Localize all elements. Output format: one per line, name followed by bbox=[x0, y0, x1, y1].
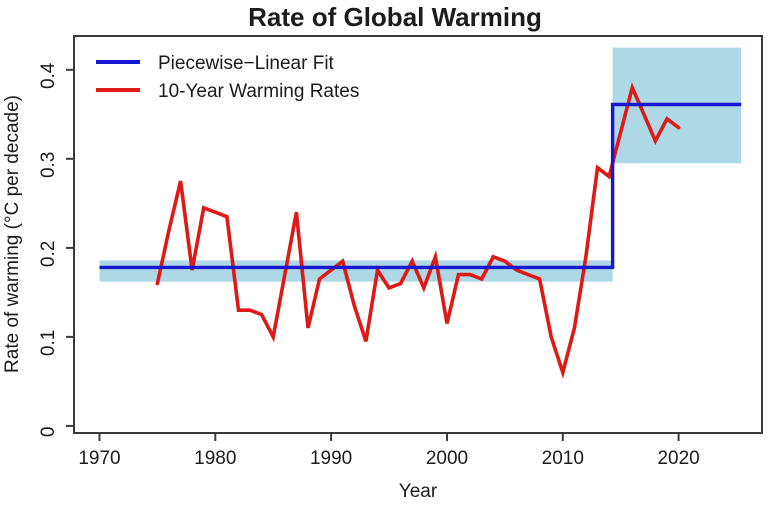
x-tick-label: 2000 bbox=[426, 448, 468, 469]
y-tick-label: 0 bbox=[38, 427, 59, 438]
y-axis-label: Rate of warming (°C per decade) bbox=[2, 95, 23, 373]
y-tick-label: 0.4 bbox=[38, 62, 59, 89]
legend-fit-label: Piecewise−Linear Fit bbox=[158, 53, 335, 74]
y-tick-label: 0.3 bbox=[38, 152, 59, 178]
x-axis-label: Year bbox=[399, 481, 438, 502]
x-tick-label: 2010 bbox=[542, 448, 584, 469]
warming-rates-line bbox=[155, 82, 681, 379]
plot-box bbox=[73, 35, 763, 434]
x-tick-label: 2020 bbox=[657, 448, 699, 469]
x-tick-label: 1980 bbox=[194, 448, 236, 469]
y-tick-label: 0.1 bbox=[38, 330, 59, 356]
legend-rates-label: 10-Year Warming Rates bbox=[158, 81, 359, 102]
y-tick-label: 0.2 bbox=[38, 241, 59, 267]
y-axis-ticks: 0 0.1 0.2 0.3 0.4 bbox=[38, 62, 74, 437]
chart-title: Rate of Global Warming bbox=[248, 2, 542, 32]
x-axis-ticks: 1970 1980 1990 2000 2010 2020 bbox=[78, 433, 700, 469]
x-tick-label: 1970 bbox=[78, 448, 120, 469]
legend: Piecewise−Linear Fit 10-Year Warming Rat… bbox=[96, 53, 359, 102]
piecewise-fit-line bbox=[99, 102, 742, 270]
x-tick-label: 1990 bbox=[310, 448, 352, 469]
